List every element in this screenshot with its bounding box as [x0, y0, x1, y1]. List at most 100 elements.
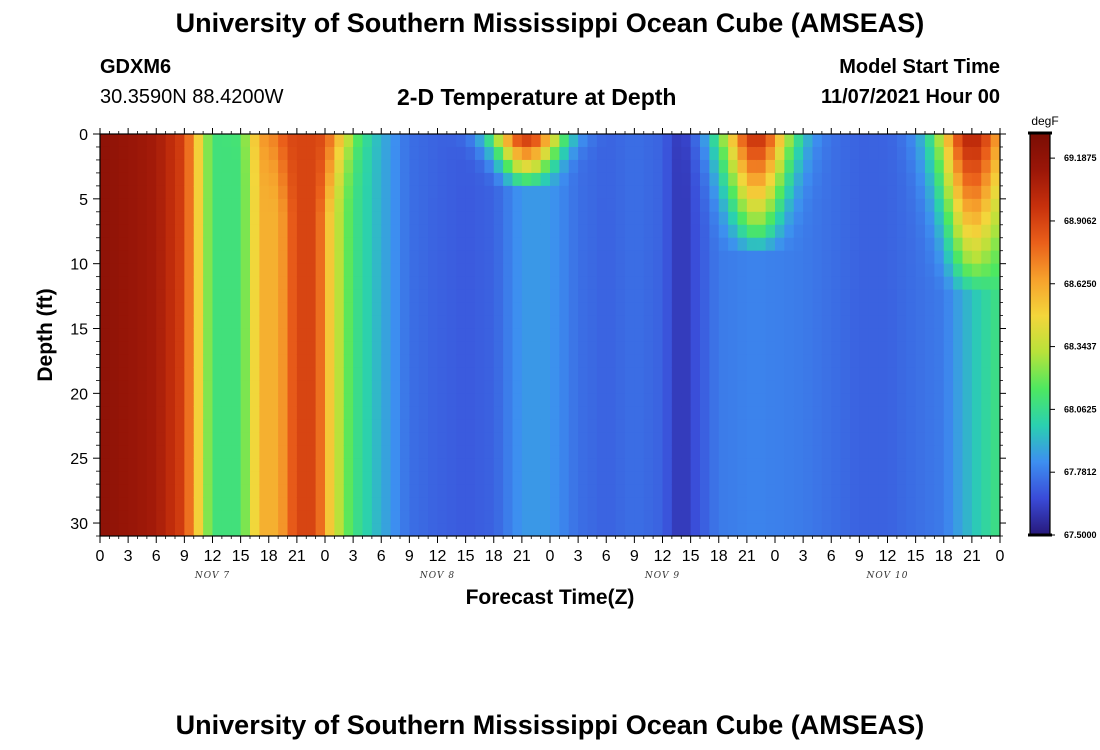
heatmap-cell [146, 510, 157, 524]
heatmap-cell [446, 250, 457, 265]
heatmap-cell [390, 406, 401, 420]
heatmap-cell [559, 393, 570, 407]
heatmap-cell [446, 302, 457, 317]
heatmap-cell [700, 315, 710, 330]
heatmap-cell [550, 406, 560, 420]
heatmap-cell [550, 302, 560, 317]
heatmap-cell [906, 185, 917, 200]
heatmap-cell [662, 458, 673, 472]
heatmap-cell [681, 510, 692, 524]
heatmap-cell [625, 432, 635, 446]
heatmap-cell [540, 302, 551, 317]
heatmap-cell [925, 302, 935, 317]
heatmap-cell [925, 484, 935, 498]
heatmap-cell [606, 159, 617, 174]
heatmap-cell [709, 432, 720, 446]
heatmap-cell [821, 458, 832, 472]
heatmap-cell [240, 263, 251, 278]
heatmap-cell [812, 224, 823, 239]
heatmap-cell [718, 380, 729, 394]
heatmap-cell [325, 328, 335, 343]
heatmap-cell [925, 341, 935, 356]
heatmap-cell [250, 146, 260, 161]
heatmap-cell [634, 367, 645, 381]
heatmap-cell [756, 198, 767, 213]
heatmap-cell [287, 523, 298, 536]
heatmap-cell [540, 172, 551, 187]
heatmap-cell [100, 224, 110, 239]
heatmap-cell [821, 471, 832, 485]
heatmap-cell [737, 237, 748, 252]
heatmap-cell [156, 523, 167, 536]
heatmap-cell [325, 432, 335, 446]
heatmap-cell [128, 146, 139, 161]
heatmap-cell [456, 367, 467, 381]
heatmap-cell [793, 263, 804, 278]
heatmap-cell [643, 328, 654, 343]
heatmap-cell [859, 224, 870, 239]
heatmap-cell [953, 263, 964, 278]
heatmap-cell [240, 198, 251, 213]
heatmap-cell [306, 134, 317, 148]
temperature-depth-chart: 0 3 6 9 12 15 18 21 0 3 6 9 12 15 18 21 0 3 6 9 12 15 18 21 0 3 6 9… [34, 114, 1097, 609]
heatmap-cell [831, 289, 842, 304]
heatmap-cell [990, 471, 1000, 485]
heatmap-cell [343, 146, 354, 161]
heatmap-cell [287, 185, 298, 200]
heatmap-cell [756, 445, 767, 459]
heatmap-cell [390, 302, 401, 317]
heatmap-cell [775, 523, 785, 536]
heatmap-cell [203, 497, 214, 511]
heatmap-cell [578, 393, 589, 407]
heatmap-cell [653, 159, 664, 174]
heatmap-cell [550, 432, 560, 446]
heatmap-cell [906, 406, 917, 420]
heatmap-cell [203, 224, 214, 239]
heatmap-cell [981, 484, 992, 498]
heatmap-cell [146, 471, 157, 485]
heatmap-cell [381, 458, 392, 472]
heatmap-cell [559, 289, 570, 304]
heatmap-cell [371, 393, 382, 407]
heatmap-cell [887, 471, 898, 485]
heatmap-cell [971, 380, 982, 394]
heatmap-cell [353, 134, 364, 148]
heatmap-cell [775, 198, 785, 213]
model-start-value: 11/07/2021 Hour 00 [820, 86, 1000, 108]
heatmap-cell [587, 146, 598, 161]
heatmap-cell [128, 380, 139, 394]
heatmap-cell [315, 484, 326, 498]
heatmap-cell [559, 224, 570, 239]
heatmap-cell [465, 198, 476, 213]
heatmap-cell [531, 341, 542, 356]
heatmap-cell [784, 510, 795, 524]
heatmap-cell [690, 263, 701, 278]
heatmap-cell [531, 380, 542, 394]
heatmap-cell [531, 393, 542, 407]
heatmap-cell [278, 237, 289, 252]
heatmap-cell [146, 263, 157, 278]
heatmap-cell [653, 289, 664, 304]
heatmap-cell [203, 276, 214, 291]
heatmap-cell [512, 406, 523, 420]
heatmap-cell [362, 263, 373, 278]
heatmap-cell [493, 172, 504, 187]
heatmap-cell [184, 224, 195, 239]
heatmap-cell [943, 224, 954, 239]
heatmap-cell [184, 134, 195, 148]
heatmap-cell [175, 497, 185, 511]
heatmap-cell [287, 406, 298, 420]
heatmap-cell [512, 159, 523, 174]
heatmap-cell [981, 250, 992, 265]
heatmap-cell [634, 471, 645, 485]
heatmap-cell [803, 432, 814, 446]
day-label: NOV 10 [866, 571, 909, 581]
heatmap-cell [578, 497, 589, 511]
heatmap-cell [334, 367, 345, 381]
heatmap-cell [859, 354, 870, 369]
heatmap-cell [831, 237, 842, 252]
heatmap-cell [118, 328, 129, 343]
heatmap-cell [793, 159, 804, 174]
heatmap-cell [840, 211, 851, 226]
heatmap-cell [615, 289, 626, 304]
